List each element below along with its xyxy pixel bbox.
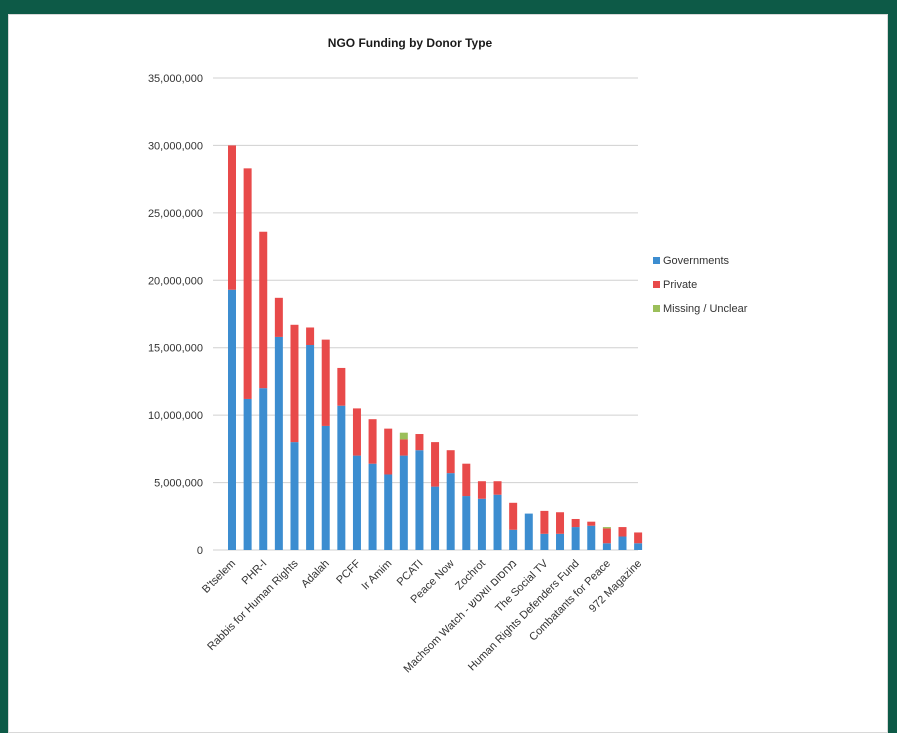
bar-segment [352, 455, 361, 550]
bar-segment [415, 434, 424, 451]
bar-segment [243, 168, 252, 399]
bar-segment [602, 527, 611, 529]
bar-segment [274, 297, 283, 337]
bar-segment [337, 405, 346, 550]
legend: Governments Private Missing / Unclear [653, 255, 748, 315]
bar-segment [290, 324, 299, 443]
bar-segment [509, 502, 518, 530]
x-tick-label: PCFF [334, 557, 363, 586]
bar-segment [368, 419, 377, 464]
x-tick-label: Adalah [299, 558, 332, 591]
bar-segment [587, 525, 596, 550]
bar-segment [571, 518, 580, 528]
legend-swatch [653, 281, 660, 288]
chart-frame: NGO Funding by Donor Type 0 5,000,000 10,0… [8, 14, 888, 733]
bar-segment [431, 442, 440, 487]
y-tick-label: 20,000,000 [148, 275, 203, 287]
bar-segment [352, 408, 361, 456]
y-tick-label: 5,000,000 [154, 478, 203, 490]
bar-segment [243, 398, 252, 550]
bar-segment [446, 473, 455, 550]
bar-segment [368, 463, 377, 550]
bar-segment [618, 536, 627, 550]
bar-segment [274, 336, 283, 550]
bar-segment [306, 345, 315, 550]
bar-segment [399, 432, 408, 440]
bar-segment [384, 428, 393, 475]
bar-segment [431, 486, 440, 550]
bar-segment [321, 339, 330, 426]
y-tick-label: 0 [197, 545, 203, 557]
bar-segment [290, 442, 299, 550]
bar-segment [477, 498, 486, 550]
bar-segment [524, 513, 533, 550]
x-tick-label: Ir Amim [359, 558, 394, 593]
bar-segment [337, 367, 346, 406]
bar-segment [556, 533, 565, 550]
bar-segment [415, 450, 424, 550]
bar-segment [446, 450, 455, 474]
bar-segment [462, 496, 471, 550]
bar-segment [540, 533, 549, 550]
x-tick-label: B'tselem [200, 558, 238, 596]
bar-segment [321, 425, 330, 550]
bar-segment [259, 231, 268, 389]
y-axis-ticks: 0 5,000,000 10,000,000 15,000,000 20,000,000… [148, 73, 203, 557]
bar-segment [399, 455, 408, 550]
bar-segment [399, 439, 408, 456]
bar-segment [634, 543, 643, 550]
y-tick-label: 25,000,000 [148, 208, 203, 220]
bar-segment [556, 512, 565, 534]
bar-segment [634, 532, 643, 544]
bar-segment [493, 481, 502, 495]
y-tick-label: 30,000,000 [148, 140, 203, 152]
legend-label: Private [663, 279, 697, 291]
bar-segment [602, 543, 611, 550]
bar-segment [571, 527, 580, 550]
bar-segment [618, 527, 627, 537]
bar-segment [477, 481, 486, 499]
bar-segment [587, 521, 596, 526]
y-tick-label: 15,000,000 [148, 343, 203, 355]
bar-segment [259, 388, 268, 550]
legend-swatch [653, 305, 660, 312]
bar-segment [306, 327, 315, 346]
legend-label: Governments [663, 255, 730, 267]
x-tick-label: PHR-I [240, 558, 270, 588]
chart-title: NGO Funding by Donor Type [328, 36, 493, 50]
stacked-bar-chart: NGO Funding by Donor Type 0 5,000,000 10,0… [148, 36, 748, 675]
x-tick-label: Machsom Watch - מחסום וואטש [402, 558, 520, 676]
bar-segment [493, 494, 502, 550]
y-tick-label: 35,000,000 [148, 73, 203, 85]
grid-lines [213, 77, 638, 551]
bar-segment [228, 289, 236, 550]
legend-swatch [653, 257, 660, 264]
bar-segment [384, 474, 393, 550]
bar-segment [228, 145, 236, 290]
bar-segment [509, 529, 518, 550]
y-tick-label: 10,000,000 [148, 410, 203, 422]
legend-label: Missing / Unclear [663, 303, 748, 315]
bars [228, 145, 643, 550]
bar-segment [540, 510, 549, 534]
bar-segment [602, 528, 611, 544]
bar-segment [462, 463, 471, 497]
